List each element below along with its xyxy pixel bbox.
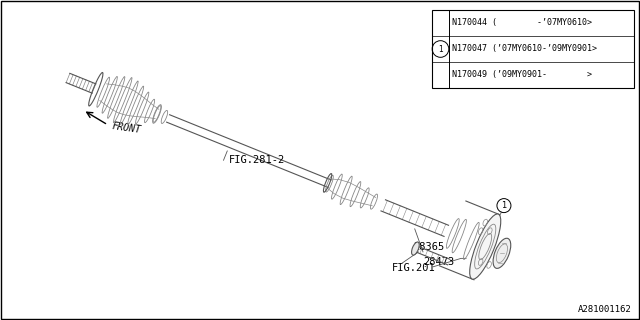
Text: N170047 (’07MY0610-’09MY0901>: N170047 (’07MY0610-’09MY0901> [452,44,597,53]
Ellipse shape [412,242,419,255]
Ellipse shape [470,214,500,279]
Text: N170044 (        -’07MY0610>: N170044 ( -’07MY0610> [452,19,592,28]
Text: A281001162: A281001162 [579,305,632,314]
Bar [432,10,634,88]
Text: N170049 (’09MY0901-        >: N170049 (’09MY0901- > [452,70,592,79]
Text: 1: 1 [501,201,507,210]
Text: FIG.201: FIG.201 [392,263,436,273]
Circle shape [497,199,511,212]
Text: FRONT: FRONT [111,121,141,135]
Text: 28365: 28365 [413,242,444,252]
Text: 28473: 28473 [423,257,454,267]
Ellipse shape [493,238,511,268]
Text: FIG.281-2: FIG.281-2 [228,155,285,165]
Text: 1: 1 [438,44,443,53]
